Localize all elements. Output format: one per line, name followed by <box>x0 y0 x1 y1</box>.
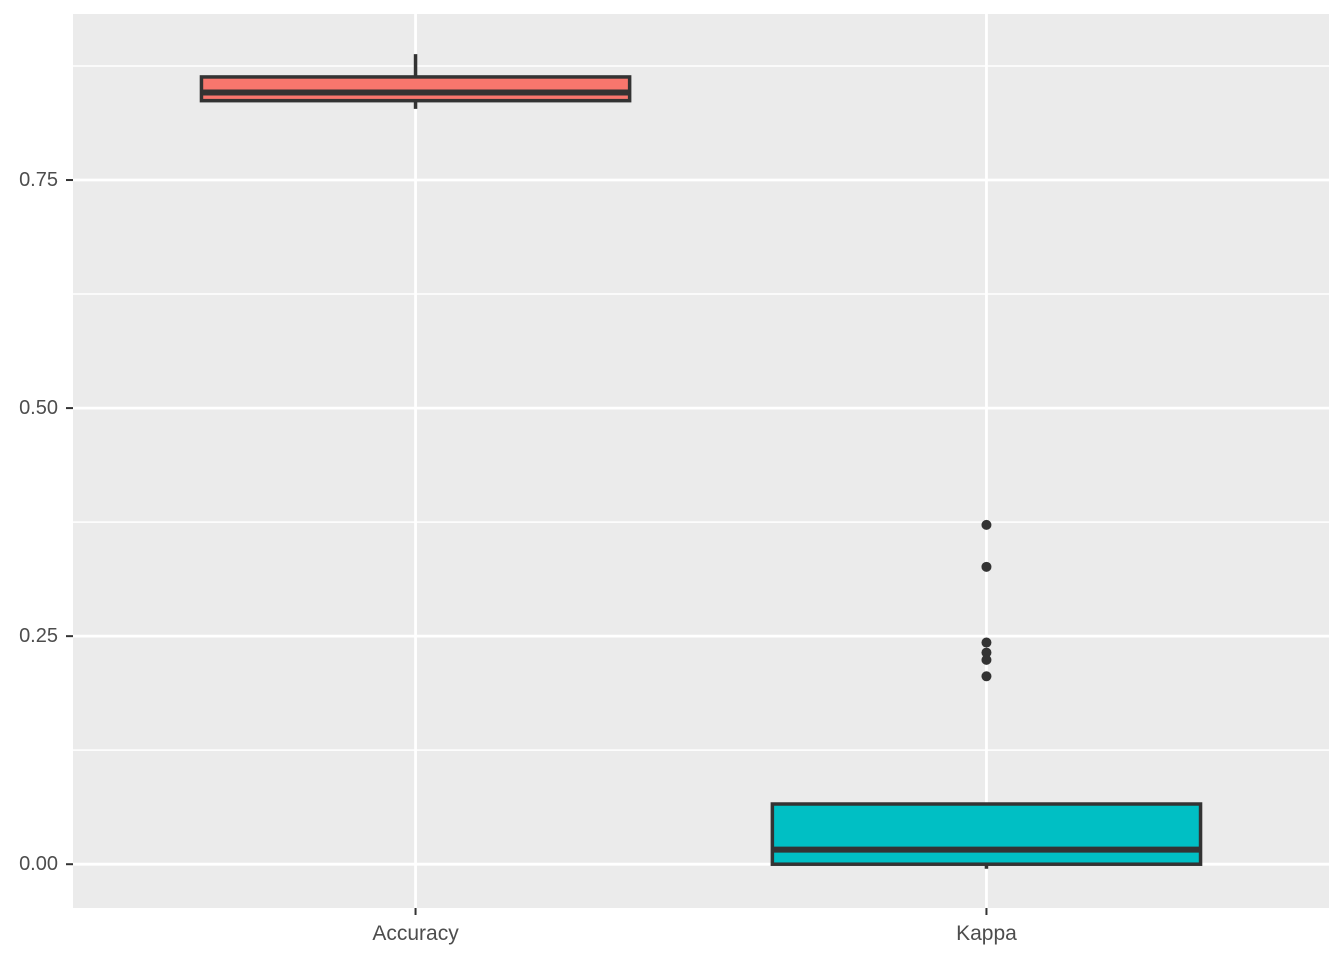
boxplot-kappa-outlier-point <box>981 637 992 648</box>
y-tick-label: 0.75 <box>19 169 58 191</box>
y-tick-label: 0.00 <box>19 853 58 875</box>
boxplot-kappa-outlier-point <box>981 647 992 658</box>
x-tick-label: Accuracy <box>372 922 459 945</box>
y-tick-label: 0.25 <box>19 625 58 647</box>
y-tick-label: 0.50 <box>19 397 58 419</box>
boxplot-kappa-outlier-point <box>981 519 992 530</box>
boxplot-kappa-outlier-point <box>981 561 992 572</box>
boxplot-kappa-box <box>770 802 1203 866</box>
plot-panel <box>73 14 1329 908</box>
boxplot-accuracy-box <box>199 75 632 103</box>
x-tick-label: Kappa <box>956 922 1017 945</box>
boxplot-kappa-outlier-point <box>981 654 992 665</box>
boxplot-kappa-outlier-point <box>981 671 992 682</box>
